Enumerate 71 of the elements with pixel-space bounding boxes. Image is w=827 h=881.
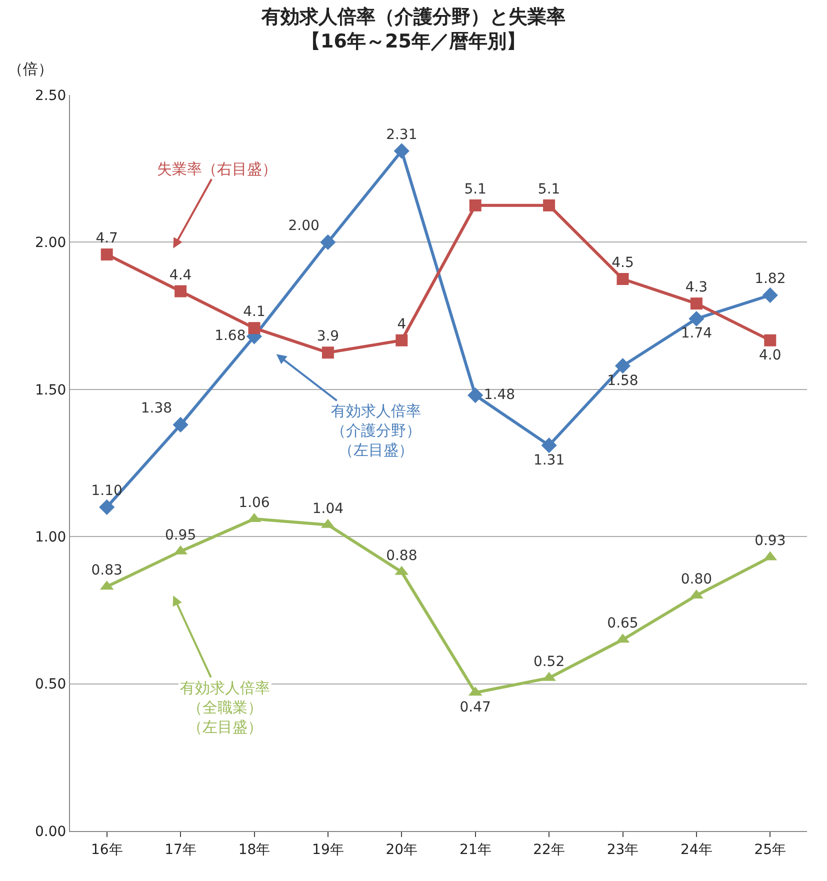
x-tick-label: 18年 xyxy=(238,842,270,858)
point xyxy=(248,322,260,334)
point xyxy=(99,499,115,515)
point xyxy=(688,310,704,327)
data-label: 2.00 xyxy=(288,218,320,234)
point xyxy=(541,438,557,454)
data-label: 0.65 xyxy=(607,616,638,632)
x-tick-label: 19年 xyxy=(312,842,344,858)
point xyxy=(543,199,556,212)
data-label: 5.1 xyxy=(464,181,486,198)
data-label: 1.04 xyxy=(312,500,344,517)
data-label: 4.5 xyxy=(612,255,634,271)
x-tick-label: 25年 xyxy=(754,842,786,858)
data-label: 1.06 xyxy=(238,494,270,511)
y-tick-label: 1.00 xyxy=(35,530,66,546)
point xyxy=(172,416,188,433)
data-label: 1.48 xyxy=(484,386,516,403)
point xyxy=(469,199,482,212)
data-label: 0.83 xyxy=(91,562,122,579)
data-label: 1.38 xyxy=(140,400,172,417)
data-label: 4.7 xyxy=(96,230,118,246)
data-label: 1.10 xyxy=(91,483,122,500)
text: 有効求人倍率（全職業）（左目盛） xyxy=(180,679,270,736)
data-label: 4.0 xyxy=(759,347,782,364)
y-tick-label: 0.00 xyxy=(35,824,66,840)
data-label: 4.3 xyxy=(685,280,708,296)
point xyxy=(322,346,334,359)
x-tick-label: 16年 xyxy=(90,842,123,858)
x-tick-label: 22年 xyxy=(533,842,565,858)
point xyxy=(614,358,631,374)
data-label: 0.95 xyxy=(164,527,196,544)
data-label: 0.88 xyxy=(386,548,418,564)
point xyxy=(320,234,336,250)
point xyxy=(762,287,778,303)
x-tick-label: 23年 xyxy=(606,842,639,858)
x-tick-label: 21年 xyxy=(459,842,492,858)
data-label: 4 xyxy=(397,316,406,332)
y-tick-label: 2.00 xyxy=(35,235,66,252)
point xyxy=(468,387,484,404)
data-label: 3.9 xyxy=(316,328,340,345)
data-label: 4.1 xyxy=(243,304,266,320)
point xyxy=(394,143,410,159)
data-label: 0.93 xyxy=(754,533,786,550)
point xyxy=(690,298,702,310)
point xyxy=(616,273,629,285)
point xyxy=(174,285,187,298)
data-label: 1.58 xyxy=(607,372,638,389)
data-label: 4.4 xyxy=(169,267,192,284)
point xyxy=(100,248,113,260)
y-tick-label: 1.50 xyxy=(35,382,66,398)
data-label: 1.82 xyxy=(754,271,786,288)
data-label: 1.74 xyxy=(680,326,712,342)
data-label: 0.52 xyxy=(533,654,565,670)
data-label: 5.1 xyxy=(538,181,560,198)
chart-title: 有効求人倍率（介護分野）と失業率 xyxy=(260,6,566,28)
text: 失業率（右目盛） xyxy=(157,160,277,178)
point xyxy=(396,334,408,346)
data-label: 2.31 xyxy=(386,126,418,143)
data-label: 0.47 xyxy=(460,700,491,716)
y-tick-label: 0.50 xyxy=(35,676,66,693)
y-tick-label: 2.50 xyxy=(35,88,66,104)
data-label: 1.68 xyxy=(214,328,246,344)
x-tick-label: 24年 xyxy=(680,842,712,858)
point xyxy=(764,334,776,346)
y-axis-title: （倍） xyxy=(8,60,53,78)
data-label: 0.80 xyxy=(680,571,712,588)
text: 有効求人倍率（介護分野）（左目盛） xyxy=(331,402,421,459)
data-label: 1.31 xyxy=(533,452,565,468)
x-tick-label: 17年 xyxy=(164,842,196,858)
x-tick-label: 20年 xyxy=(386,842,418,858)
chart-subtitle: 【16年～25年／暦年別】 xyxy=(302,30,526,52)
